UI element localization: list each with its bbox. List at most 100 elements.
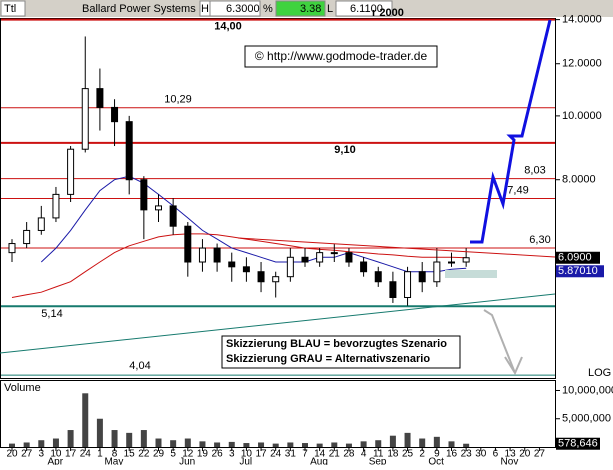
- candle-body: [433, 261, 441, 283]
- volume-bar: [126, 432, 133, 447]
- level-label: 5,14: [41, 308, 62, 320]
- candle-body: [272, 276, 280, 283]
- candle-body: [125, 121, 133, 181]
- candle-body: [389, 281, 397, 298]
- volume-bar: [302, 443, 308, 447]
- candle-body: [360, 261, 368, 273]
- volume-bar: [67, 430, 74, 447]
- gray-scenario: [483, 309, 516, 374]
- volume-bar: [23, 442, 30, 447]
- x-tick-label: 1: [97, 449, 103, 460]
- blue-scenario: [470, 19, 552, 244]
- scale-label: LOG: [588, 367, 611, 379]
- level-label: 4,04: [129, 360, 150, 372]
- level-label: 6,30: [529, 234, 550, 246]
- x-tick-label: 16: [446, 449, 458, 460]
- x-tick-label: 8: [112, 449, 118, 460]
- month-label: Oct: [428, 457, 444, 465]
- high-label: H: [201, 3, 209, 15]
- volume-bar: [199, 441, 206, 447]
- ma-last-box: [556, 265, 604, 278]
- volume-bar: [258, 442, 265, 447]
- y-tick-label: 10.0000: [562, 110, 602, 122]
- candle-body: [8, 243, 16, 254]
- x-tick-label: 3: [229, 449, 235, 460]
- low-box: [335, 0, 393, 17]
- x-tick-label: 18: [387, 449, 399, 460]
- notes-box: [221, 335, 461, 369]
- y-tick-label: 12.0000: [562, 58, 602, 70]
- x-tick-label: 24: [80, 449, 92, 460]
- candle-body: [301, 256, 309, 263]
- candle-body: [374, 271, 382, 283]
- candle-body: [184, 225, 192, 263]
- candle-body: [345, 252, 353, 263]
- x-tick-label: 20: [6, 449, 18, 460]
- candle-body: [198, 247, 206, 263]
- ma-last: 5.87010: [558, 265, 598, 277]
- volume-bar: [155, 438, 162, 447]
- volume-bar: [419, 438, 426, 447]
- target-zone: [445, 270, 497, 278]
- x-tick-label: 23: [461, 449, 473, 460]
- candle-body: [316, 252, 324, 263]
- low-label: L: [327, 3, 333, 15]
- volume-frame: [0, 380, 556, 448]
- pct-value: 3.38: [300, 3, 321, 15]
- copyright-box: [244, 45, 438, 68]
- stock-name: Ballard Power Systems: [82, 3, 196, 15]
- month-label: Jul: [239, 457, 252, 465]
- volume-bar: [345, 443, 352, 447]
- x-tick-label: 7: [302, 449, 308, 460]
- candle-body: [448, 261, 455, 264]
- copyright: © http://www.godmode-trader.de: [255, 49, 428, 63]
- last-price: 6.0900: [558, 252, 592, 264]
- x-tick-label: 10: [50, 449, 62, 460]
- volume-bar: [184, 438, 191, 447]
- candle-body: [37, 217, 45, 231]
- x-tick-label: 3: [39, 449, 45, 460]
- volume-bar: [170, 440, 177, 447]
- candle-body: [67, 148, 75, 195]
- x-tick-label: 17: [65, 449, 77, 460]
- x-tick-label: 27: [21, 449, 33, 460]
- volume-tick-label: 10,000,000: [562, 384, 613, 396]
- volume-last-box: [556, 437, 600, 450]
- month-label: Apr: [48, 457, 64, 465]
- high-value: 6.3000: [226, 3, 260, 15]
- volume-bar: [389, 435, 396, 447]
- candle-body: [140, 179, 148, 211]
- y-tick-label: 8.0000: [562, 174, 596, 186]
- candle-body: [404, 271, 412, 298]
- candle-body: [111, 106, 119, 123]
- x-tick-label: 26: [212, 449, 224, 460]
- level-label: 8,03: [524, 165, 545, 177]
- volume-bar: [96, 418, 103, 447]
- x-tick-label: 20: [519, 449, 531, 460]
- x-tick-label: 10: [241, 449, 253, 460]
- note: Skizzierung BLAU = bevorzugtes Szenario: [226, 338, 447, 350]
- x-tick-label: 22: [138, 449, 150, 460]
- x-tick-label: 11: [373, 449, 384, 460]
- x-tick-label: 5: [170, 449, 176, 460]
- volume-bar: [272, 443, 279, 447]
- ticker-box: [0, 0, 26, 17]
- volume-bar: [214, 442, 221, 447]
- x-tick-label: 15: [124, 449, 136, 460]
- year: r 2000: [372, 7, 404, 19]
- volume-bar: [82, 393, 89, 447]
- month-label: Jun: [179, 457, 195, 465]
- y-tick-label: 14.0000: [562, 14, 602, 26]
- note: Skizzierung GRAU = Alternativszenario: [226, 353, 430, 365]
- volume-bar: [9, 443, 15, 447]
- volume-bar: [287, 442, 294, 447]
- x-tick-label: 19: [197, 449, 209, 460]
- month-label: Sep: [369, 457, 387, 465]
- volume-bar: [111, 430, 118, 447]
- volume-bar: [331, 442, 338, 447]
- volume-bar: [360, 441, 367, 447]
- candle-body: [23, 229, 31, 245]
- candle-body: [462, 257, 470, 263]
